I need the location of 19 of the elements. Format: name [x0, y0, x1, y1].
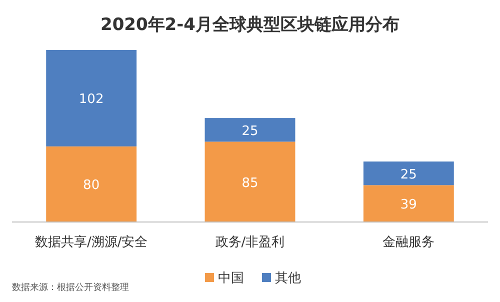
x-tick-label: 金融服务 — [382, 235, 435, 250]
chart-title: 2020年2-4月全球典型区块链应用分布 — [100, 15, 400, 35]
x-tick-label: 政务/非盈利 — [215, 235, 285, 250]
data-label: 85 — [242, 176, 258, 191]
bar — [363, 185, 454, 222]
data-label: 102 — [78, 92, 104, 108]
x-tick-label: 数据共享/溯源/安全 — [34, 234, 148, 250]
data-label: 39 — [400, 198, 417, 213]
bar — [204, 118, 296, 142]
bar — [204, 142, 296, 222]
bar — [46, 146, 137, 222]
data-label: 25 — [400, 167, 417, 182]
legend-label: 其他 — [275, 271, 301, 286]
source-note: 数据来源：根据公开资料整理 — [12, 282, 129, 293]
legend-label: 中国 — [218, 271, 244, 286]
bar — [46, 50, 137, 146]
data-label: 80 — [83, 178, 100, 194]
data-label: 25 — [242, 124, 258, 139]
bar — [363, 162, 454, 186]
